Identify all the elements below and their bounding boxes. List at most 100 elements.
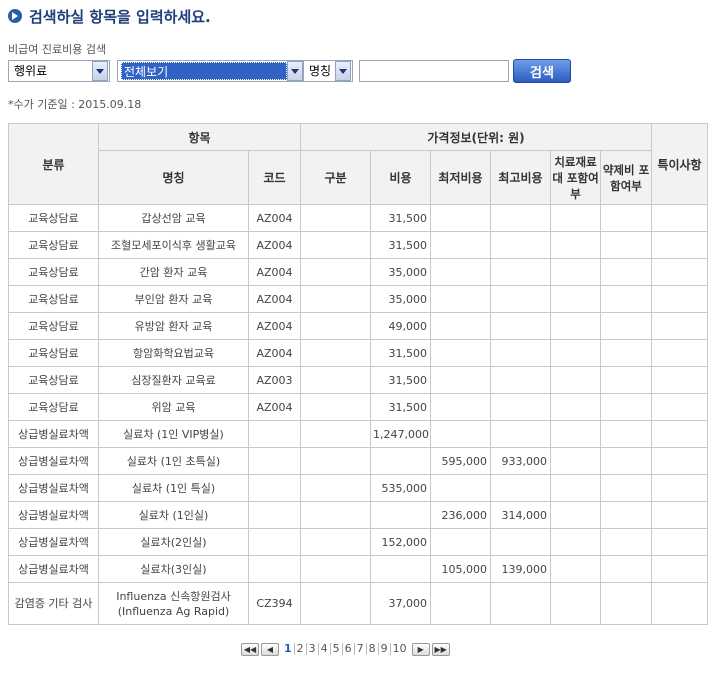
first-page-button[interactable]: ◀◀ [241, 642, 259, 656]
cell-code: AZ004 [248, 231, 301, 259]
cell-category: 상급병실료차액 [8, 528, 99, 556]
cell-min-cost [430, 339, 491, 367]
next-page-button[interactable]: ▶ [411, 642, 430, 656]
search-bar: 행위료 전체보기 명칭 검색 [8, 59, 708, 84]
cell-code: AZ004 [248, 393, 301, 421]
cell-code [248, 528, 301, 556]
cell-min-cost [430, 528, 491, 556]
cell-code [248, 447, 301, 475]
header-item: 항목 [98, 123, 301, 151]
cell-drug-included [599, 366, 653, 394]
cell-code [248, 420, 301, 448]
chevron-down-icon[interactable] [335, 61, 351, 81]
cell-max-cost [490, 474, 551, 502]
cell-code: AZ004 [248, 312, 301, 340]
page-link[interactable]: 1 [282, 643, 295, 655]
page-link[interactable]: 6 [343, 643, 355, 655]
search-input[interactable] [359, 60, 509, 82]
cell-division [300, 528, 371, 556]
cell-max-cost [490, 204, 551, 232]
page-link[interactable]: 10 [392, 642, 407, 655]
prev-page-button[interactable]: ◀ [261, 642, 279, 656]
cell-special [651, 420, 709, 448]
cell-min-cost [430, 474, 491, 502]
cell-code: AZ003 [248, 366, 301, 394]
cell-max-cost [490, 528, 551, 556]
cell-cost: 31,500 [370, 204, 431, 232]
cell-cost: 152,000 [370, 528, 431, 556]
cell-name: 실료차 (1인 특실) [98, 474, 249, 502]
cell-division [300, 420, 371, 448]
item-select[interactable]: 전체보기 [117, 60, 305, 82]
page-link[interactable]: 3 [307, 643, 319, 655]
cell-cost: 35,000 [370, 285, 431, 313]
cell-drug-included [599, 204, 653, 232]
cell-min-cost [430, 312, 491, 340]
cell-material-included [550, 204, 601, 232]
cell-code: AZ004 [248, 285, 301, 313]
page-title: 검색하실 항목을 입력하세요. [29, 7, 211, 26]
cell-category: 교육상담료 [8, 204, 99, 232]
cell-name: 유방암 환자 교육 [98, 312, 249, 340]
table-row: 교육상담료 간암 환자 교육 AZ004 35,000 [8, 258, 709, 286]
cell-name: 실료차(2인실) [98, 528, 249, 556]
chevron-down-icon[interactable] [287, 61, 303, 81]
cell-max-cost [490, 231, 551, 259]
header-cost: 비용 [370, 150, 431, 205]
cell-drug-included [599, 474, 653, 502]
cell-category: 교육상담료 [8, 366, 99, 394]
page-link[interactable]: 5 [331, 643, 343, 655]
cell-special [651, 447, 709, 475]
page-link[interactable]: 8 [367, 643, 379, 655]
cell-code: AZ004 [248, 258, 301, 286]
cell-name: 조혈모세포이식후 생활교육 [98, 231, 249, 259]
cell-cost: 31,500 [370, 231, 431, 259]
cell-cost: 1,247,000 [370, 420, 431, 448]
table-row: 교육상담료 항암화학요법교육 AZ004 31,500 [8, 339, 709, 367]
cell-cost: 49,000 [370, 312, 431, 340]
page-link[interactable]: 4 [319, 643, 331, 655]
cell-name: 갑상선암 교육 [98, 204, 249, 232]
table-row: 상급병실료차액 실료차(2인실) 152,000 [8, 528, 709, 556]
cell-special [651, 231, 709, 259]
cell-special [651, 393, 709, 421]
cell-drug-included [599, 285, 653, 313]
field-select-value: 명칭 [309, 64, 332, 78]
cell-code: AZ004 [248, 339, 301, 367]
category-select[interactable]: 행위료 [8, 60, 110, 82]
cell-name: Influenza 신속항원검사 (Influenza Ag Rapid) [98, 582, 249, 625]
cell-max-cost [490, 312, 551, 340]
cell-category: 교육상담료 [8, 312, 99, 340]
cell-division [300, 447, 371, 475]
chevron-down-icon[interactable] [92, 61, 108, 81]
cell-name: 심장질환자 교육료 [98, 366, 249, 394]
cell-material-included [550, 231, 601, 259]
cell-division [300, 258, 371, 286]
cell-code: CZ394 [248, 582, 301, 625]
cell-category: 감염증 기타 검사 [8, 582, 99, 625]
cell-cost: 31,500 [370, 339, 431, 367]
cell-material-included [550, 393, 601, 421]
cell-special [651, 366, 709, 394]
cell-special [651, 555, 709, 583]
table-row: 감염증 기타 검사 Influenza 신속항원검사 (Influenza Ag … [8, 582, 709, 625]
page-header: 검색하실 항목을 입력하세요. [8, 5, 211, 27]
page-link[interactable]: 9 [379, 643, 391, 655]
cell-material-included [550, 447, 601, 475]
page-link[interactable]: 2 [295, 643, 307, 655]
header-material-included: 치료재료대 포함여부 [550, 150, 601, 205]
table-row: 교육상담료 갑상선암 교육 AZ004 31,500 [8, 204, 709, 232]
cell-code [248, 474, 301, 502]
cell-max-cost [490, 582, 551, 625]
last-page-button[interactable]: ▶▶ [431, 642, 450, 656]
page-link[interactable]: 7 [355, 643, 367, 655]
field-select[interactable]: 명칭 [303, 60, 353, 82]
header-drug-included: 약제비 포함여부 [599, 150, 653, 205]
header-category: 분류 [8, 123, 99, 205]
cell-material-included [550, 582, 601, 625]
cell-category: 교육상담료 [8, 285, 99, 313]
cell-min-cost [430, 420, 491, 448]
cell-category: 상급병실료차액 [8, 420, 99, 448]
search-button[interactable]: 검색 [513, 59, 571, 83]
cell-category: 교육상담료 [8, 339, 99, 367]
